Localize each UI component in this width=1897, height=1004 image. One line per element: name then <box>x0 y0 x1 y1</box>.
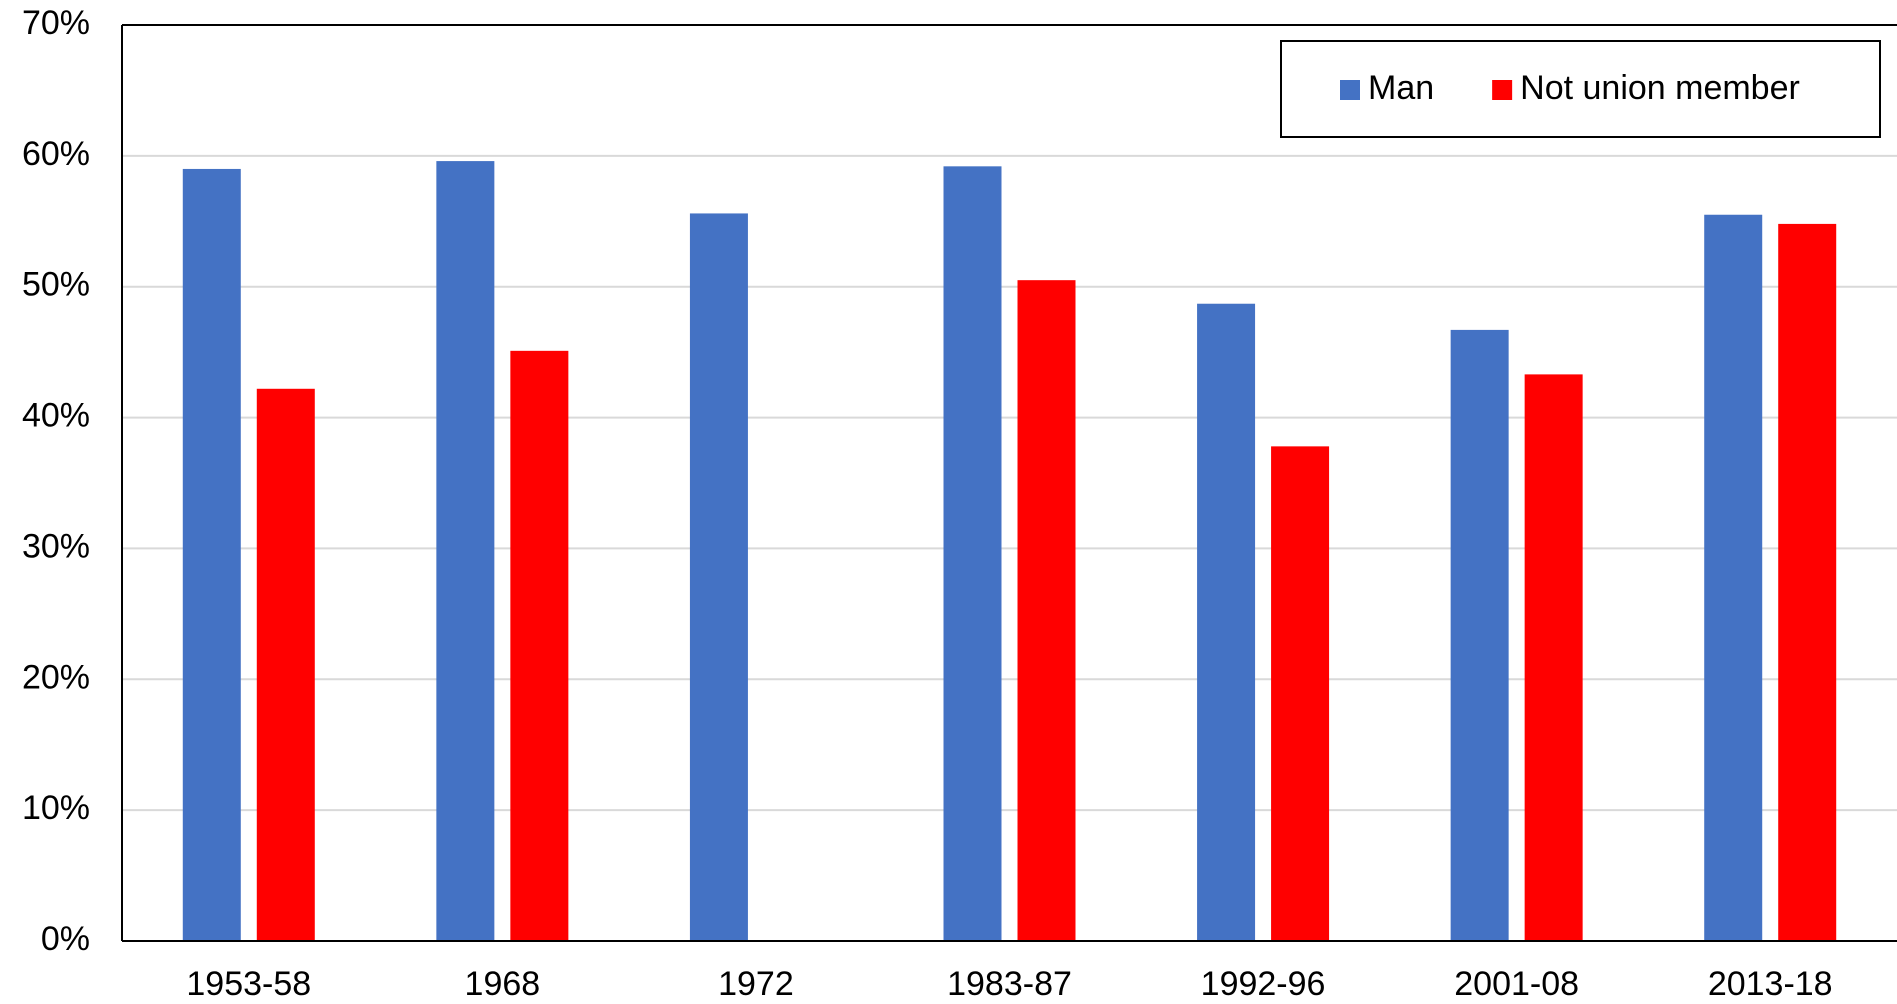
x-tick-label: 1972 <box>718 965 794 1003</box>
bar <box>1197 303 1256 941</box>
legend-label: Man <box>1368 69 1434 107</box>
bar <box>1778 223 1837 942</box>
x-tick-label: 1992-96 <box>1201 965 1326 1003</box>
y-tick-label: 20% <box>22 658 90 696</box>
y-tick-label: 10% <box>22 789 90 827</box>
bar <box>510 350 569 941</box>
x-tick-label: 1968 <box>465 965 541 1003</box>
bar <box>1524 374 1583 942</box>
y-tick-label: 50% <box>22 266 90 304</box>
x-tick-label: 2013-18 <box>1708 965 1833 1003</box>
bar <box>1450 329 1509 941</box>
legend-swatch <box>1340 80 1360 100</box>
y-tick-label: 30% <box>22 527 90 565</box>
legend-swatch <box>1492 80 1513 100</box>
y-tick-label: 0% <box>41 920 90 958</box>
bar <box>256 388 315 942</box>
bar <box>1017 280 1076 942</box>
bar <box>1704 214 1763 941</box>
legend-label: Not union member <box>1520 69 1800 107</box>
legend-box <box>1280 40 1881 138</box>
bar <box>182 168 241 941</box>
bar <box>943 166 1002 942</box>
y-tick-label: 70% <box>22 4 90 42</box>
x-tick-label: 1983-87 <box>947 965 1072 1003</box>
bar <box>689 213 748 942</box>
x-tick-label: 2001-08 <box>1454 965 1579 1003</box>
bar <box>436 161 495 941</box>
y-tick-label: 60% <box>22 135 90 173</box>
x-tick-label: 1953-58 <box>186 965 311 1003</box>
bar <box>1271 446 1330 941</box>
y-tick-label: 40% <box>22 397 90 435</box>
